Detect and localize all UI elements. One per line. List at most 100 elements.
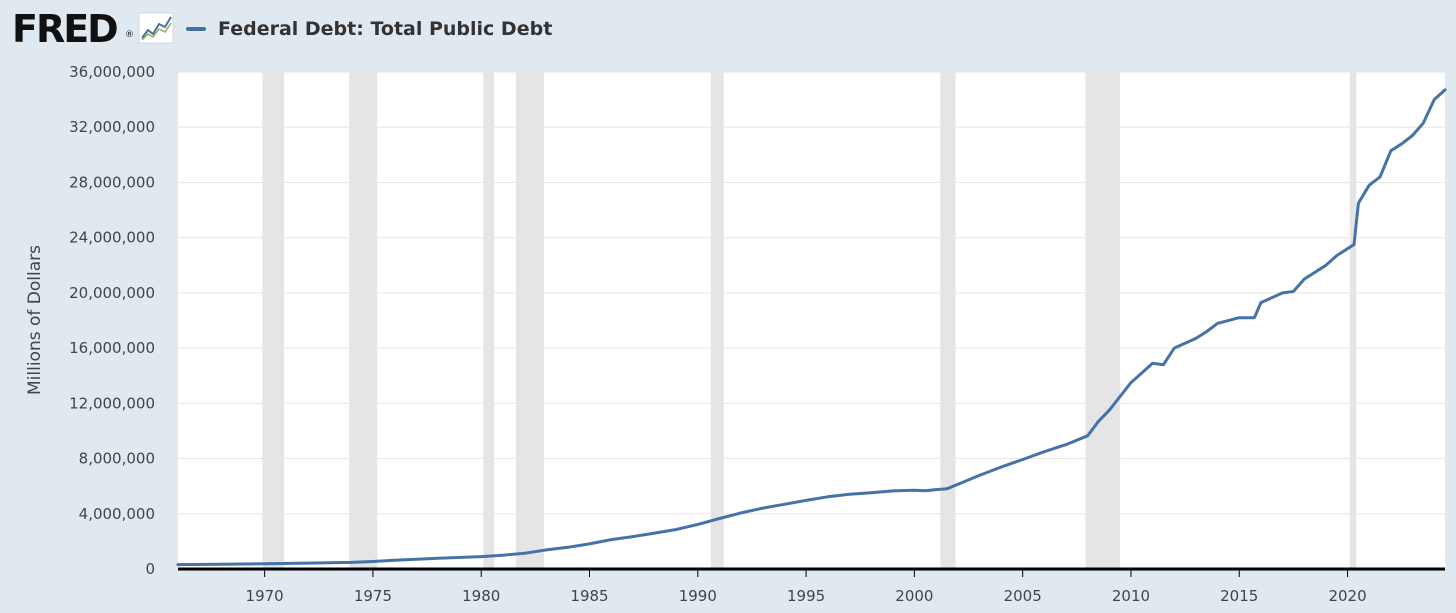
data-point <box>956 483 959 486</box>
data-point <box>220 563 223 565</box>
y-axis-ticks: 0 4,000,000 8,000,000 12,000,000 16,000,000 2… <box>69 63 155 578</box>
y-tick-label: 16,000,000 <box>69 339 155 357</box>
x-axis-ticks: 1970 1975 1980 1985 1990 1995 2000 2005 2010 2015… <box>246 569 1367 605</box>
recession-band <box>483 72 495 569</box>
data-point <box>567 546 569 549</box>
x-tick-label: 1970 <box>246 587 284 605</box>
data-point <box>891 490 894 492</box>
data-point <box>1433 98 1435 101</box>
x-tick-label: 2000 <box>895 587 933 605</box>
x-tick-label: 2020 <box>1328 587 1366 605</box>
data-point <box>1292 290 1295 293</box>
data-point <box>913 489 916 492</box>
gridlines <box>178 71 1445 515</box>
data-point <box>502 554 504 556</box>
x-tick-label: 2005 <box>1004 587 1042 605</box>
y-tick-label: 20,000,000 <box>69 284 155 302</box>
data-point <box>1346 247 1349 250</box>
x-tick-label: 1985 <box>570 587 608 605</box>
data-point <box>1303 278 1306 280</box>
data-point <box>393 559 396 562</box>
x-tick-label: 2015 <box>1220 587 1258 605</box>
data-point <box>1065 443 1067 446</box>
data-point <box>718 517 721 520</box>
fred-graph-icon <box>138 12 174 44</box>
data-point <box>761 507 764 509</box>
data-point <box>1325 264 1327 267</box>
data-point <box>1379 176 1381 178</box>
data-point <box>1205 330 1208 333</box>
data-point <box>1357 202 1360 204</box>
data-point <box>523 552 526 555</box>
legend-series-label[interactable]: Federal Debt: Total Public Debt <box>218 18 553 40</box>
data-point <box>870 491 872 494</box>
data-point <box>924 489 927 492</box>
data-point <box>935 488 937 491</box>
fred-logo[interactable]: FRED <box>12 7 119 51</box>
data-point <box>177 563 179 566</box>
legend-swatch <box>186 27 206 31</box>
recession-band <box>515 72 545 569</box>
data-point <box>263 562 266 565</box>
data-point <box>1043 450 1046 453</box>
chart-header: FRED ® Federal Debt: Total Public Debt <box>0 0 1456 62</box>
data-point <box>350 561 353 564</box>
recession-band <box>1085 72 1121 569</box>
data-point <box>1353 243 1355 246</box>
data-point <box>1000 466 1002 468</box>
data-point <box>1281 292 1284 294</box>
recession-band <box>940 72 956 569</box>
y-tick-label: 36,000,000 <box>69 63 155 81</box>
data-point <box>1411 134 1414 137</box>
data-point <box>480 555 483 558</box>
y-tick-label: 4,000,000 <box>79 505 155 523</box>
data-point <box>437 557 439 560</box>
y-tick-label: 28,000,000 <box>69 173 155 191</box>
data-point <box>783 503 786 506</box>
data-point <box>826 495 829 498</box>
data-point <box>653 532 656 534</box>
data-point <box>1260 301 1262 304</box>
recession-bands <box>262 72 1357 569</box>
recession-band <box>349 72 378 569</box>
data-point <box>1162 363 1165 366</box>
data-point <box>1400 142 1403 145</box>
data-point <box>1216 322 1219 325</box>
x-tick-label: 1975 <box>354 587 392 605</box>
data-point <box>1130 381 1132 384</box>
data-point <box>675 528 677 531</box>
recession-band <box>262 72 285 569</box>
y-tick-label: 12,000,000 <box>69 394 155 412</box>
data-point <box>805 499 807 502</box>
data-point <box>372 560 374 563</box>
data-point <box>740 512 742 514</box>
x-tick-label: 1995 <box>787 587 825 605</box>
data-point <box>978 474 981 477</box>
x-tick-label: 2010 <box>1112 587 1150 605</box>
registered-mark: ® <box>125 30 134 40</box>
data-point <box>848 493 851 496</box>
recession-band <box>710 72 724 569</box>
data-point <box>545 549 547 551</box>
series-layer <box>176 88 1447 567</box>
data-point <box>588 543 591 545</box>
data-point <box>1390 149 1392 152</box>
y-tick-label: 0 <box>145 560 155 578</box>
data-point <box>946 487 948 490</box>
data-point <box>1097 420 1100 423</box>
data-point <box>1238 316 1241 319</box>
data-point <box>696 523 699 526</box>
data-point <box>1253 316 1256 319</box>
y-tick-label: 8,000,000 <box>79 450 155 468</box>
data-point <box>632 535 634 538</box>
data-point <box>1335 254 1338 257</box>
data-point <box>1021 458 1024 461</box>
data-point <box>1195 337 1197 340</box>
y-tick-label: 24,000,000 <box>69 229 155 247</box>
data-point <box>1422 122 1425 124</box>
recession-band <box>1349 72 1357 569</box>
data-point <box>1086 434 1089 437</box>
data-point <box>1173 347 1176 349</box>
y-tick-label: 32,000,000 <box>69 118 155 136</box>
